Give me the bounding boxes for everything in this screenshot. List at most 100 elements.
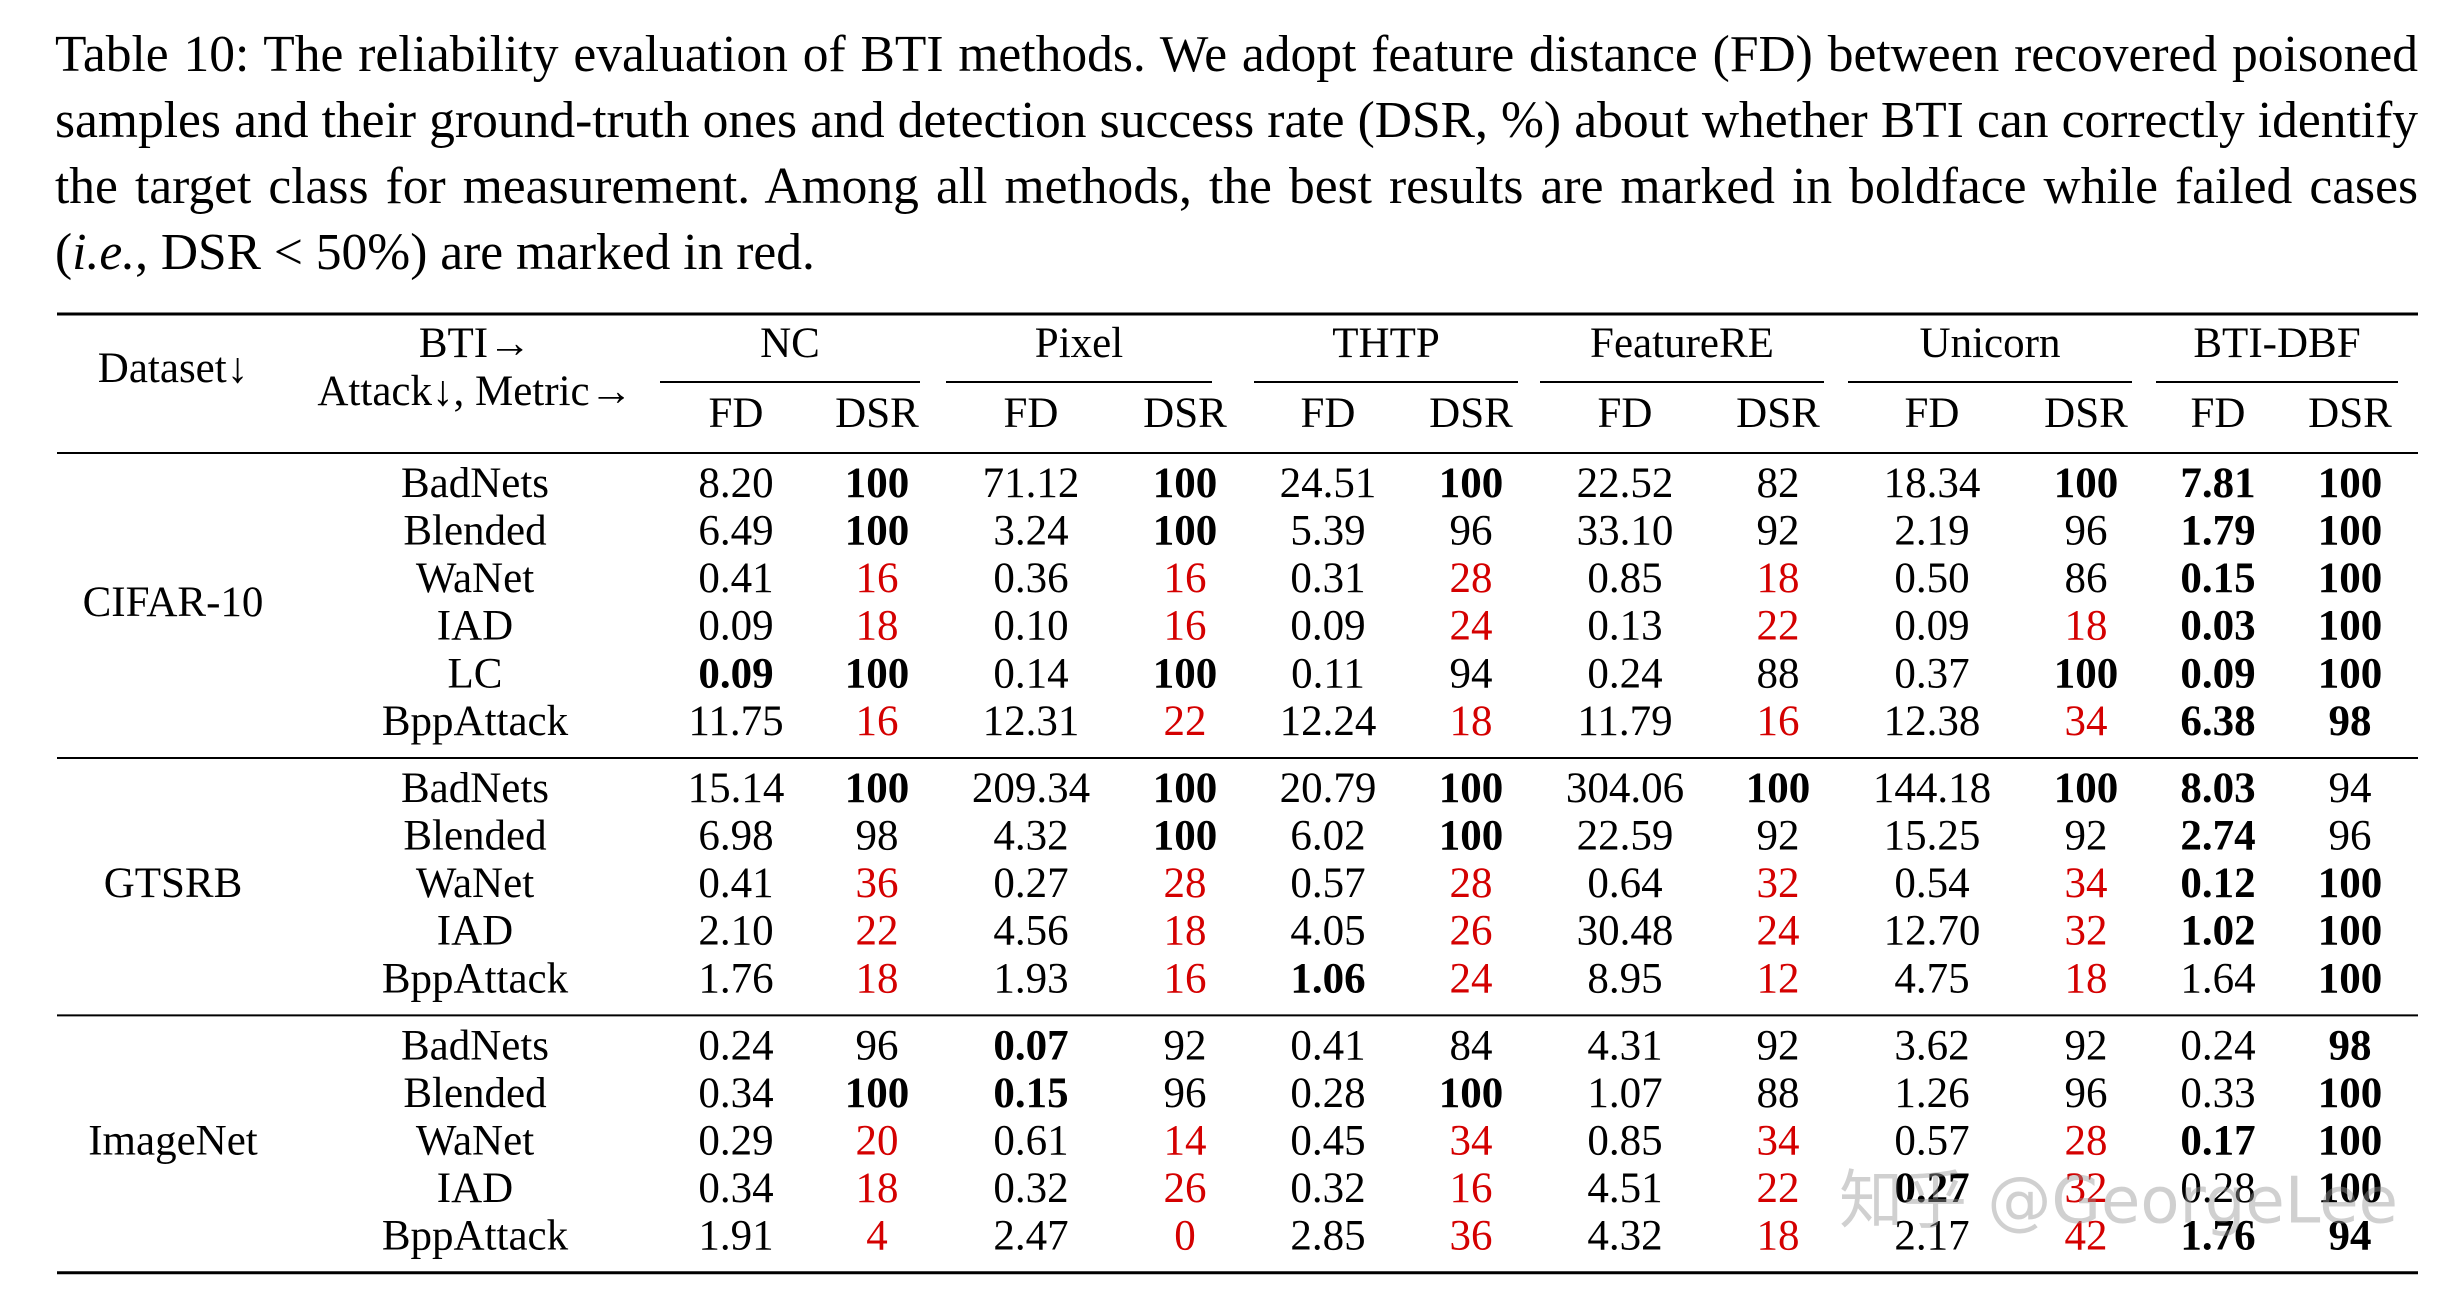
- cell: 100: [845, 650, 910, 697]
- cell: 84: [1450, 1022, 1493, 1069]
- cell: 3.62: [1894, 1022, 1969, 1069]
- cell: 18: [1164, 908, 1207, 955]
- cell: 100: [1153, 812, 1218, 859]
- cell: 2.74: [2180, 812, 2255, 859]
- cell: 32: [2065, 1165, 2108, 1212]
- cell: 4.51: [1587, 1165, 1662, 1212]
- attack-label: BadNets: [401, 765, 549, 812]
- method-header: THTP: [1332, 320, 1440, 367]
- metric-header: DSR: [2044, 390, 2128, 437]
- cell: 6.49: [698, 507, 773, 554]
- cell: 82: [1757, 460, 1800, 507]
- metric-header: FD: [2191, 390, 2246, 437]
- cell: 16: [1450, 1165, 1493, 1212]
- metric-header: DSR: [835, 390, 919, 437]
- attack-label: BppAttack: [382, 955, 569, 1002]
- cell: 36: [856, 860, 899, 907]
- cell: 92: [2065, 812, 2108, 859]
- cell: 30.48: [1577, 908, 1674, 955]
- cell: 1.07: [1587, 1070, 1662, 1117]
- cell: 4.75: [1894, 955, 1969, 1002]
- cell: 92: [1757, 1022, 1800, 1069]
- cell: 12.31: [983, 698, 1080, 745]
- method-header: FeatureRE: [1590, 320, 1774, 367]
- cell: 0.09: [1290, 603, 1365, 650]
- cell: 3.24: [993, 507, 1068, 554]
- cell: 86: [2065, 555, 2108, 602]
- cell: 88: [1757, 650, 1800, 697]
- header-bti: BTI→: [419, 320, 531, 367]
- metric-header: FD: [1905, 390, 1960, 437]
- cell: 0.45: [1290, 1117, 1365, 1164]
- cell: 18: [856, 1165, 899, 1212]
- cell: 0.32: [1290, 1165, 1365, 1212]
- cell: 22: [856, 908, 899, 955]
- cell: 24.51: [1280, 460, 1377, 507]
- cell: 100: [2318, 955, 2383, 1002]
- cell: 0.32: [993, 1165, 1068, 1212]
- cell: 0.31: [1290, 555, 1365, 602]
- attack-label: LC: [448, 650, 503, 697]
- cell: 8.20: [698, 460, 773, 507]
- cell: 7.81: [2180, 460, 2255, 507]
- cell: 98: [2329, 698, 2372, 745]
- metric-header: FD: [709, 390, 764, 437]
- method-header: Unicorn: [1920, 320, 2061, 367]
- cell: 33.10: [1577, 507, 1674, 554]
- cell: 0.37: [1894, 650, 1969, 697]
- cell: 6.02: [1290, 812, 1365, 859]
- cell: 22.59: [1577, 812, 1674, 859]
- cell: 0.54: [1894, 860, 1969, 907]
- cell: 96: [856, 1022, 899, 1069]
- cell: 4.05: [1290, 908, 1365, 955]
- cell: 0.09: [2180, 650, 2255, 697]
- cell: 0: [1174, 1213, 1196, 1260]
- cell: 96: [1164, 1070, 1207, 1117]
- cell: 100: [2318, 908, 2383, 955]
- attack-label: BppAttack: [382, 1213, 569, 1260]
- cell: 0.10: [993, 603, 1068, 650]
- cell: 24: [1450, 955, 1493, 1002]
- cell: 18.34: [1884, 460, 1981, 507]
- cell: 100: [2318, 860, 2383, 907]
- cell: 0.14: [993, 650, 1068, 697]
- cell: 0.28: [2180, 1165, 2255, 1212]
- cell: 16: [856, 698, 899, 745]
- cell: 36: [1450, 1213, 1493, 1260]
- dataset-label: CIFAR-10: [83, 579, 264, 626]
- cell: 42: [2065, 1213, 2108, 1260]
- cell: 4.56: [993, 908, 1068, 955]
- table-caption: Table 10: The reliability evaluation of …: [55, 22, 2418, 286]
- cell: 12.38: [1884, 698, 1981, 745]
- cell: 100: [2318, 1165, 2383, 1212]
- cell: 96: [1450, 507, 1493, 554]
- cell: 2.47: [993, 1213, 1068, 1260]
- cell: 12.24: [1280, 698, 1377, 745]
- cell: 2.10: [698, 908, 773, 955]
- cell: 100: [2318, 650, 2383, 697]
- cell: 1.26: [1894, 1070, 1969, 1117]
- cell: 34: [2065, 698, 2108, 745]
- cell: 0.28: [1290, 1070, 1365, 1117]
- cell: 96: [2065, 1070, 2108, 1117]
- header-dataset: Dataset↓: [98, 345, 248, 392]
- cell: 0.41: [698, 555, 773, 602]
- cell: 0.13: [1587, 603, 1662, 650]
- cell: 100: [1439, 765, 1504, 812]
- cell: 0.07: [993, 1022, 1068, 1069]
- cell: 34: [1450, 1117, 1493, 1164]
- cell: 28: [1164, 860, 1207, 907]
- cell: 0.15: [993, 1070, 1068, 1117]
- caption-italic: i.e.: [72, 224, 136, 281]
- cell: 98: [856, 812, 899, 859]
- cell: 0.33: [2180, 1070, 2255, 1117]
- cell: 28: [2065, 1117, 2108, 1164]
- cell: 4.32: [1587, 1213, 1662, 1260]
- cell: 0.24: [2180, 1022, 2255, 1069]
- cell: 1.91: [698, 1213, 773, 1260]
- method-header: BTI-DBF: [2193, 320, 2360, 367]
- cell: 100: [845, 765, 910, 812]
- cell: 11.79: [1577, 698, 1672, 745]
- cell: 20.79: [1280, 765, 1377, 812]
- cell: 96: [2329, 812, 2372, 859]
